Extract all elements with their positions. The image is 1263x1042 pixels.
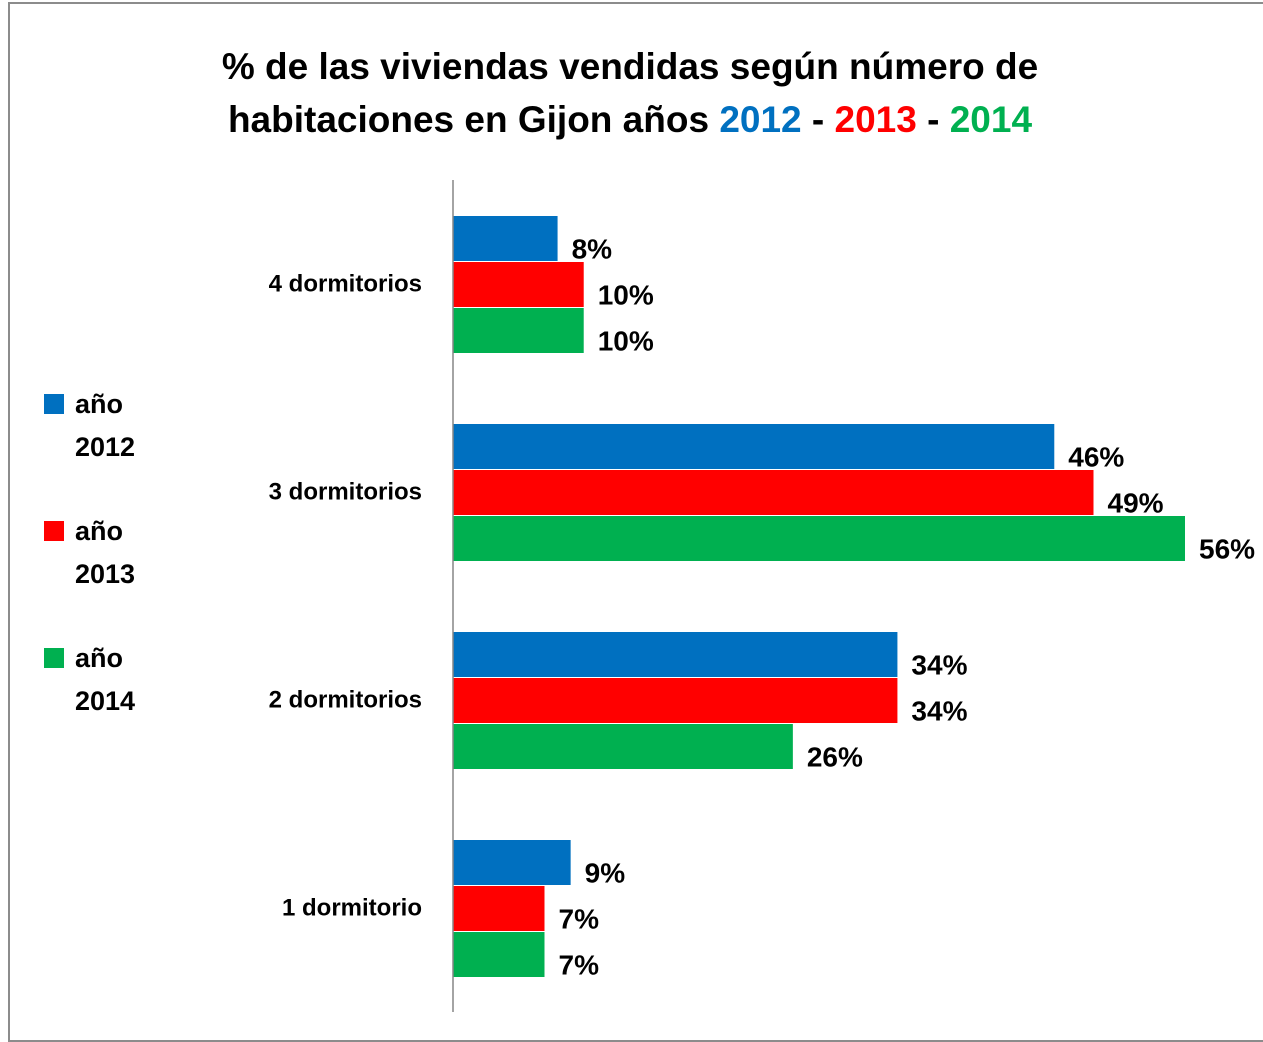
value-label: 26% <box>807 741 863 772</box>
legend-swatch <box>44 648 64 668</box>
category-label: 2 dormitorios <box>269 686 422 713</box>
bar <box>453 262 584 307</box>
title-part: 2012 <box>719 99 802 140</box>
bar <box>453 470 1094 515</box>
bar <box>453 886 545 931</box>
category-label: 3 dormitorios <box>269 478 422 505</box>
title-part: - <box>927 99 940 140</box>
chart-title: % de las viviendas vendidas según número… <box>150 40 1110 146</box>
bar <box>453 632 898 677</box>
value-label: 34% <box>911 649 967 680</box>
bar <box>453 216 558 261</box>
value-label: 49% <box>1108 487 1164 518</box>
value-label: 7% <box>559 949 600 980</box>
legend-label: año 2014 <box>75 643 136 716</box>
bar <box>453 678 898 723</box>
title-part: 2013 <box>834 99 917 140</box>
value-label: 56% <box>1199 533 1255 564</box>
bar <box>453 840 571 885</box>
value-label: 9% <box>585 857 626 888</box>
title-part: - <box>811 99 825 140</box>
bar <box>453 308 584 353</box>
value-label: 10% <box>598 279 654 310</box>
legend-label: año 2012 <box>75 389 136 462</box>
category-label: 4 dormitorios <box>269 270 422 297</box>
category-label: 1 dormitorio <box>282 894 422 921</box>
value-label: 7% <box>559 903 600 934</box>
title-part: % de las viviendas vendidas según número… <box>221 46 1039 140</box>
legend-swatch <box>44 394 64 414</box>
value-label: 34% <box>911 695 967 726</box>
legend-label: año 2013 <box>75 516 136 589</box>
legend-swatch <box>44 521 64 541</box>
value-label: 46% <box>1068 441 1124 472</box>
bar <box>453 516 1185 561</box>
bar <box>453 424 1055 469</box>
title-part: 2014 <box>949 99 1033 140</box>
bar <box>453 724 793 769</box>
bar <box>453 932 545 977</box>
value-label: 8% <box>572 233 613 264</box>
value-label: 10% <box>598 325 654 356</box>
